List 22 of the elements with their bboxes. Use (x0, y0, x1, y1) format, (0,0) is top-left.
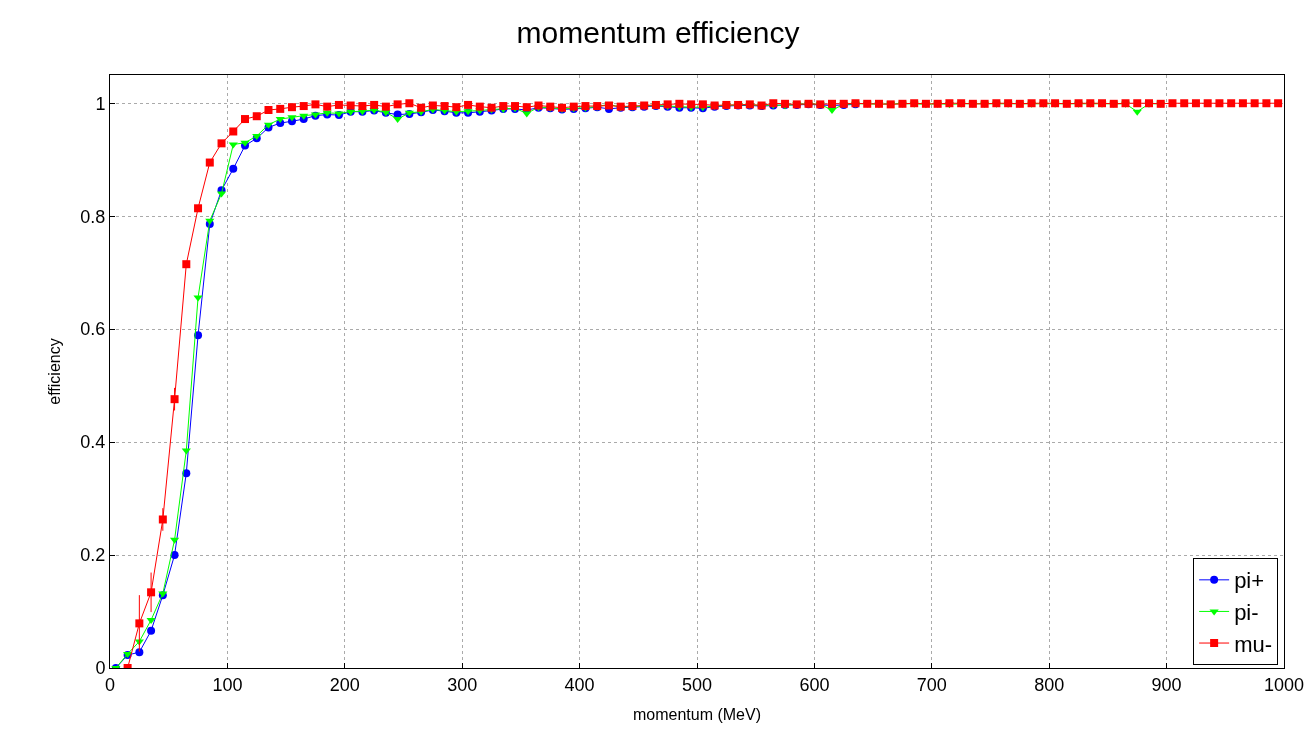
y-tick-label: 1 (95, 93, 106, 114)
legend-label: mu- (1234, 631, 1273, 657)
x-tick-label: 200 (329, 674, 360, 695)
x-tick-label: 1000 (1263, 674, 1305, 695)
legend-label: pi+ (1234, 568, 1265, 594)
x-tick-label: 400 (564, 674, 595, 695)
x-tick-label: 100 (212, 674, 243, 695)
x-tick-label: 700 (916, 674, 947, 695)
y-tick-label: 0.2 (80, 545, 106, 566)
y-tick-label: 0 (95, 658, 106, 679)
y-tick-label: 0.8 (80, 206, 106, 227)
x-tick-label: 900 (1151, 674, 1182, 695)
x-tick-label: 300 (447, 674, 478, 695)
y-axis-title: efficiency (46, 338, 64, 405)
x-axis-title: momentum (MeV) (632, 706, 762, 724)
x-tick-label: 800 (1034, 674, 1065, 695)
y-tick-label: 0.4 (80, 432, 106, 453)
y-tick-label: 0.6 (80, 319, 106, 340)
chart-title: momentum efficiency (516, 15, 800, 49)
x-tick-label: 500 (681, 674, 713, 695)
legend-label: pi- (1234, 600, 1259, 626)
x-tick-label: 600 (799, 674, 830, 695)
